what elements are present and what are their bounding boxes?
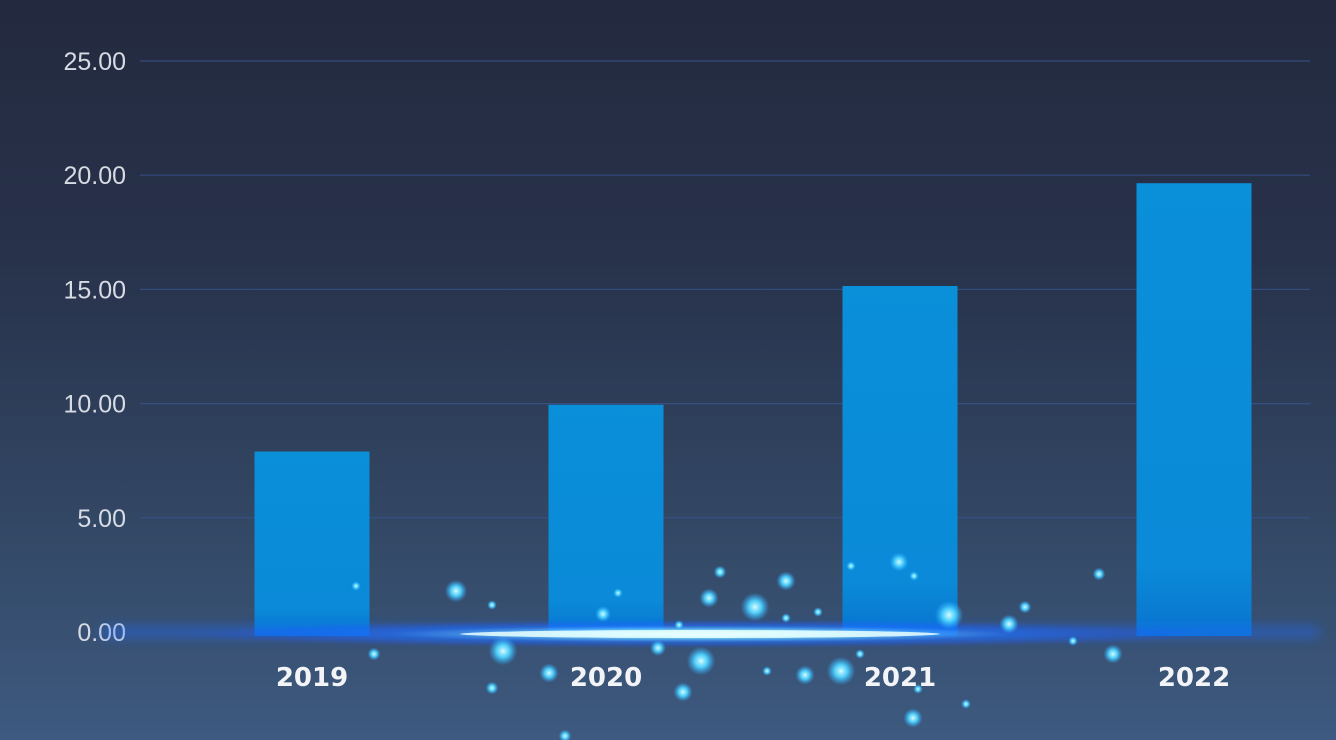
glow-particle	[934, 600, 964, 630]
glow-particle	[444, 579, 468, 603]
x-axis: 2019 2020 2021 2022	[276, 663, 1230, 693]
glow-particle	[674, 620, 684, 630]
y-tick-label: 25.00	[63, 48, 126, 76]
glow-particle	[961, 699, 971, 709]
y-tick-label: 10.00	[63, 391, 126, 419]
glow-particle	[826, 656, 856, 686]
glow-particle	[909, 571, 919, 581]
glow-particle	[487, 600, 497, 610]
glow-particle	[713, 565, 727, 579]
glow-particle	[1103, 644, 1123, 664]
glow-particle	[699, 588, 719, 608]
glow-particle	[686, 646, 716, 676]
bar-2021	[842, 285, 958, 636]
bar-2019	[254, 451, 370, 636]
glow-particle	[740, 592, 770, 622]
glow-effect	[100, 552, 1320, 740]
bars	[254, 183, 1252, 636]
glow-particle	[539, 663, 559, 683]
glow-particle	[613, 588, 623, 598]
glow-particle	[762, 666, 772, 676]
glow-particle	[367, 647, 381, 661]
x-tick-label: 2022	[1158, 663, 1230, 693]
glow-particle	[488, 636, 518, 666]
glow-particle	[351, 581, 361, 591]
glow-particle	[1092, 567, 1106, 581]
glow-particle	[776, 571, 796, 591]
x-tick-label: 2019	[276, 663, 348, 693]
glow-particle	[673, 682, 693, 702]
grid-lines	[140, 60, 1310, 519]
bar-2022	[1136, 183, 1252, 636]
glow-particle	[913, 684, 923, 694]
glow-particle	[558, 729, 572, 740]
bar-2020	[548, 404, 664, 636]
glow-particle	[650, 640, 666, 656]
x-tick-label: 2020	[570, 663, 642, 693]
y-tick-label: 20.00	[63, 162, 126, 190]
glow-particle	[855, 649, 865, 659]
baseline-glow-highlight	[460, 630, 940, 638]
glow-particle	[889, 552, 909, 572]
glow-particle	[846, 561, 856, 571]
y-tick-label: 15.00	[63, 276, 126, 304]
glow-particle	[781, 613, 791, 623]
glow-particle	[999, 614, 1019, 634]
glow-particle	[485, 681, 499, 695]
glow-particle	[1068, 636, 1078, 646]
glow-particle	[813, 607, 823, 617]
glow-particle	[795, 665, 815, 685]
x-tick-label: 2021	[864, 663, 936, 693]
glow-particle	[595, 606, 611, 622]
glow-particle	[903, 708, 923, 728]
glow-particle	[1018, 600, 1032, 614]
y-tick-label: 5.00	[77, 505, 126, 533]
